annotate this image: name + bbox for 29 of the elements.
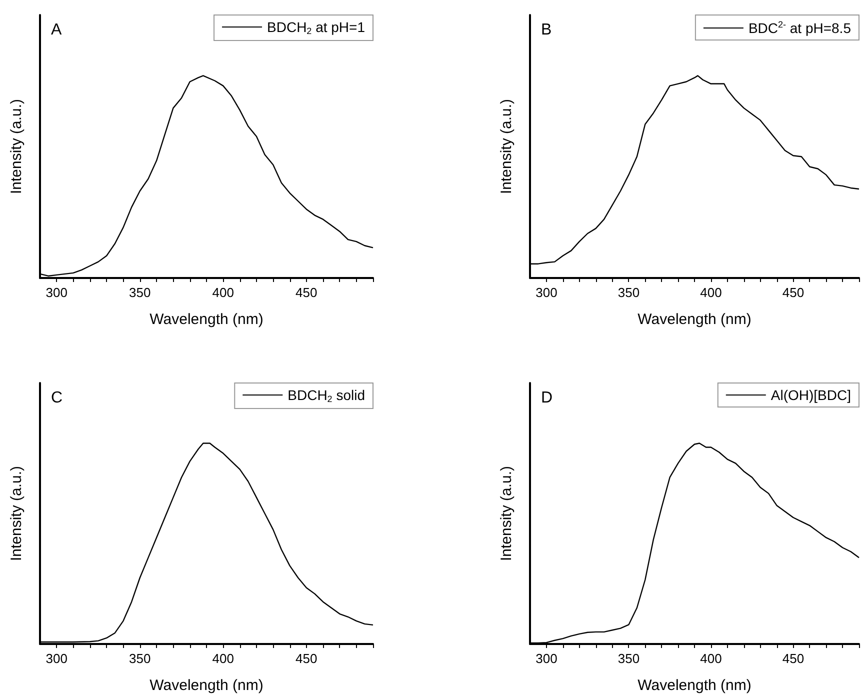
chart-title: D — [541, 390, 553, 406]
y-axis-title: Intensity (a.u.) — [498, 98, 515, 194]
x-axis-title: Wavelength (nm) — [150, 311, 264, 328]
legend-label: Al(OH)[BDC] — [770, 387, 852, 403]
x-axis-title: Wavelength (nm) — [150, 677, 264, 694]
x-tick-label: 450 — [296, 285, 318, 300]
chart-title: C — [51, 390, 63, 406]
x-tick-label: 400 — [700, 651, 722, 666]
x-tick-label: 400 — [700, 285, 722, 300]
x-tick-label: 350 — [129, 651, 151, 666]
x-tick-label: 300 — [46, 285, 68, 300]
chart-title: B — [541, 22, 552, 38]
x-tick-label: 450 — [296, 651, 318, 666]
x-tick-label: 400 — [212, 285, 234, 300]
x-axis-title: Wavelength (nm) — [638, 311, 752, 328]
x-tick-label: 400 — [212, 651, 234, 666]
y-axis-title: Intensity (a.u.) — [8, 466, 25, 562]
x-tick-label: 350 — [618, 285, 640, 300]
x-tick-label: 300 — [536, 651, 558, 666]
y-axis-title: Intensity (a.u.) — [498, 466, 515, 562]
x-axis-title: Wavelength (nm) — [638, 677, 752, 694]
chart-title: A — [51, 22, 62, 38]
y-axis-title: Intensity (a.u.) — [8, 98, 25, 194]
x-tick-label: 450 — [782, 285, 804, 300]
x-tick-label: 450 — [782, 651, 804, 666]
x-tick-label: 350 — [129, 285, 151, 300]
x-tick-label: 300 — [46, 651, 68, 666]
x-tick-label: 350 — [618, 651, 640, 666]
x-tick-label: 300 — [536, 285, 558, 300]
